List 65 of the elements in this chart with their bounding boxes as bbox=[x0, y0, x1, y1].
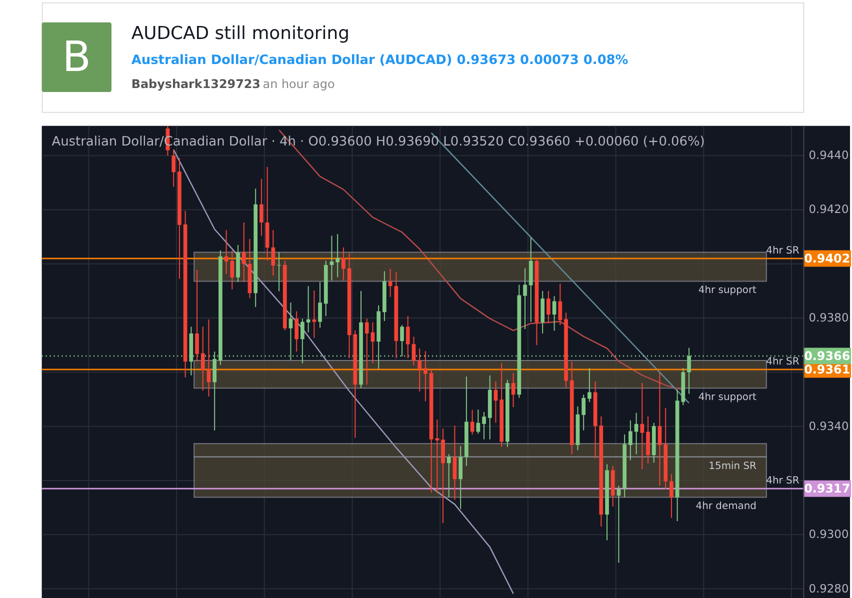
candlestick bbox=[364, 318, 369, 386]
candlestick bbox=[330, 235, 334, 281]
ref-line-label: 0.9366 bbox=[804, 348, 850, 363]
candlestick bbox=[452, 425, 457, 500]
y-tick-label: 0.9300 bbox=[808, 527, 849, 542]
candlestick bbox=[412, 336, 416, 366]
ref-line-label: 0.9317 bbox=[804, 482, 850, 496]
candlestick bbox=[435, 419, 440, 494]
y-tick-label: 0.9380 bbox=[808, 310, 849, 325]
candlestick bbox=[342, 246, 346, 281]
candlestick bbox=[441, 428, 445, 524]
candlestick bbox=[616, 485, 621, 564]
candlestick bbox=[260, 178, 264, 236]
candlestick bbox=[195, 269, 199, 362]
candlestick bbox=[318, 282, 322, 328]
candlestick bbox=[388, 268, 392, 298]
candlestick bbox=[424, 350, 428, 402]
chart-title: AUDCAD still monitoring bbox=[131, 23, 350, 44]
text: B bbox=[62, 32, 91, 82]
candlestick bbox=[540, 290, 545, 334]
line-series bbox=[172, 149, 514, 594]
ref-line-label: 0.9402 bbox=[804, 251, 850, 266]
candlestick bbox=[312, 290, 316, 338]
candlestick bbox=[446, 454, 451, 498]
candlestick bbox=[172, 149, 176, 188]
band-label: 4hr demand bbox=[696, 501, 756, 512]
band-label: 4hr support bbox=[698, 285, 757, 296]
band-label: 4hr support bbox=[698, 392, 757, 404]
candlestick bbox=[294, 310, 299, 352]
candlestick bbox=[658, 372, 662, 486]
annotation: 4hr SR bbox=[766, 356, 800, 368]
candlestick bbox=[306, 286, 310, 333]
candlestick bbox=[271, 230, 276, 276]
text: an hour ago bbox=[262, 77, 335, 92]
candlestick bbox=[634, 412, 638, 455]
band-label: 15min SR bbox=[708, 460, 757, 472]
candlestick bbox=[476, 409, 480, 434]
candlestick bbox=[200, 326, 205, 392]
y-tick-label: 0.9440 bbox=[808, 148, 849, 162]
candlestick bbox=[640, 382, 644, 470]
candlestick bbox=[482, 411, 486, 440]
y-tick-label: 0.9420 bbox=[808, 202, 849, 216]
candlestick bbox=[646, 416, 650, 464]
candlestick bbox=[523, 268, 527, 330]
annotation: 4hr SR bbox=[766, 476, 800, 487]
text: Babyshark1329723 bbox=[131, 77, 260, 92]
candlestick bbox=[230, 250, 234, 290]
candlestick bbox=[628, 420, 632, 461]
candlestick bbox=[458, 446, 463, 510]
candlestick bbox=[242, 222, 246, 283]
candlestick bbox=[406, 315, 410, 359]
candlestick bbox=[336, 234, 340, 278]
y-tick-label: 0.9280 bbox=[808, 581, 849, 596]
candlestick bbox=[588, 368, 592, 402]
candlestick bbox=[470, 409, 474, 435]
candlestick bbox=[582, 394, 586, 431]
candlestick bbox=[277, 252, 281, 292]
annotation: 4hr SR bbox=[766, 246, 800, 257]
y-tick-label: 0.9340 bbox=[808, 418, 849, 433]
candlestick bbox=[418, 348, 422, 392]
candlestick bbox=[558, 283, 562, 326]
candlestick bbox=[546, 290, 550, 324]
ref-line-label: 0.9361 bbox=[804, 362, 850, 376]
chart-subtitle: Australian Dollar/Canadian Dollar (AUDCAD) 0.93673 0.00073 0.08% bbox=[131, 53, 628, 68]
candlestick bbox=[670, 474, 674, 518]
